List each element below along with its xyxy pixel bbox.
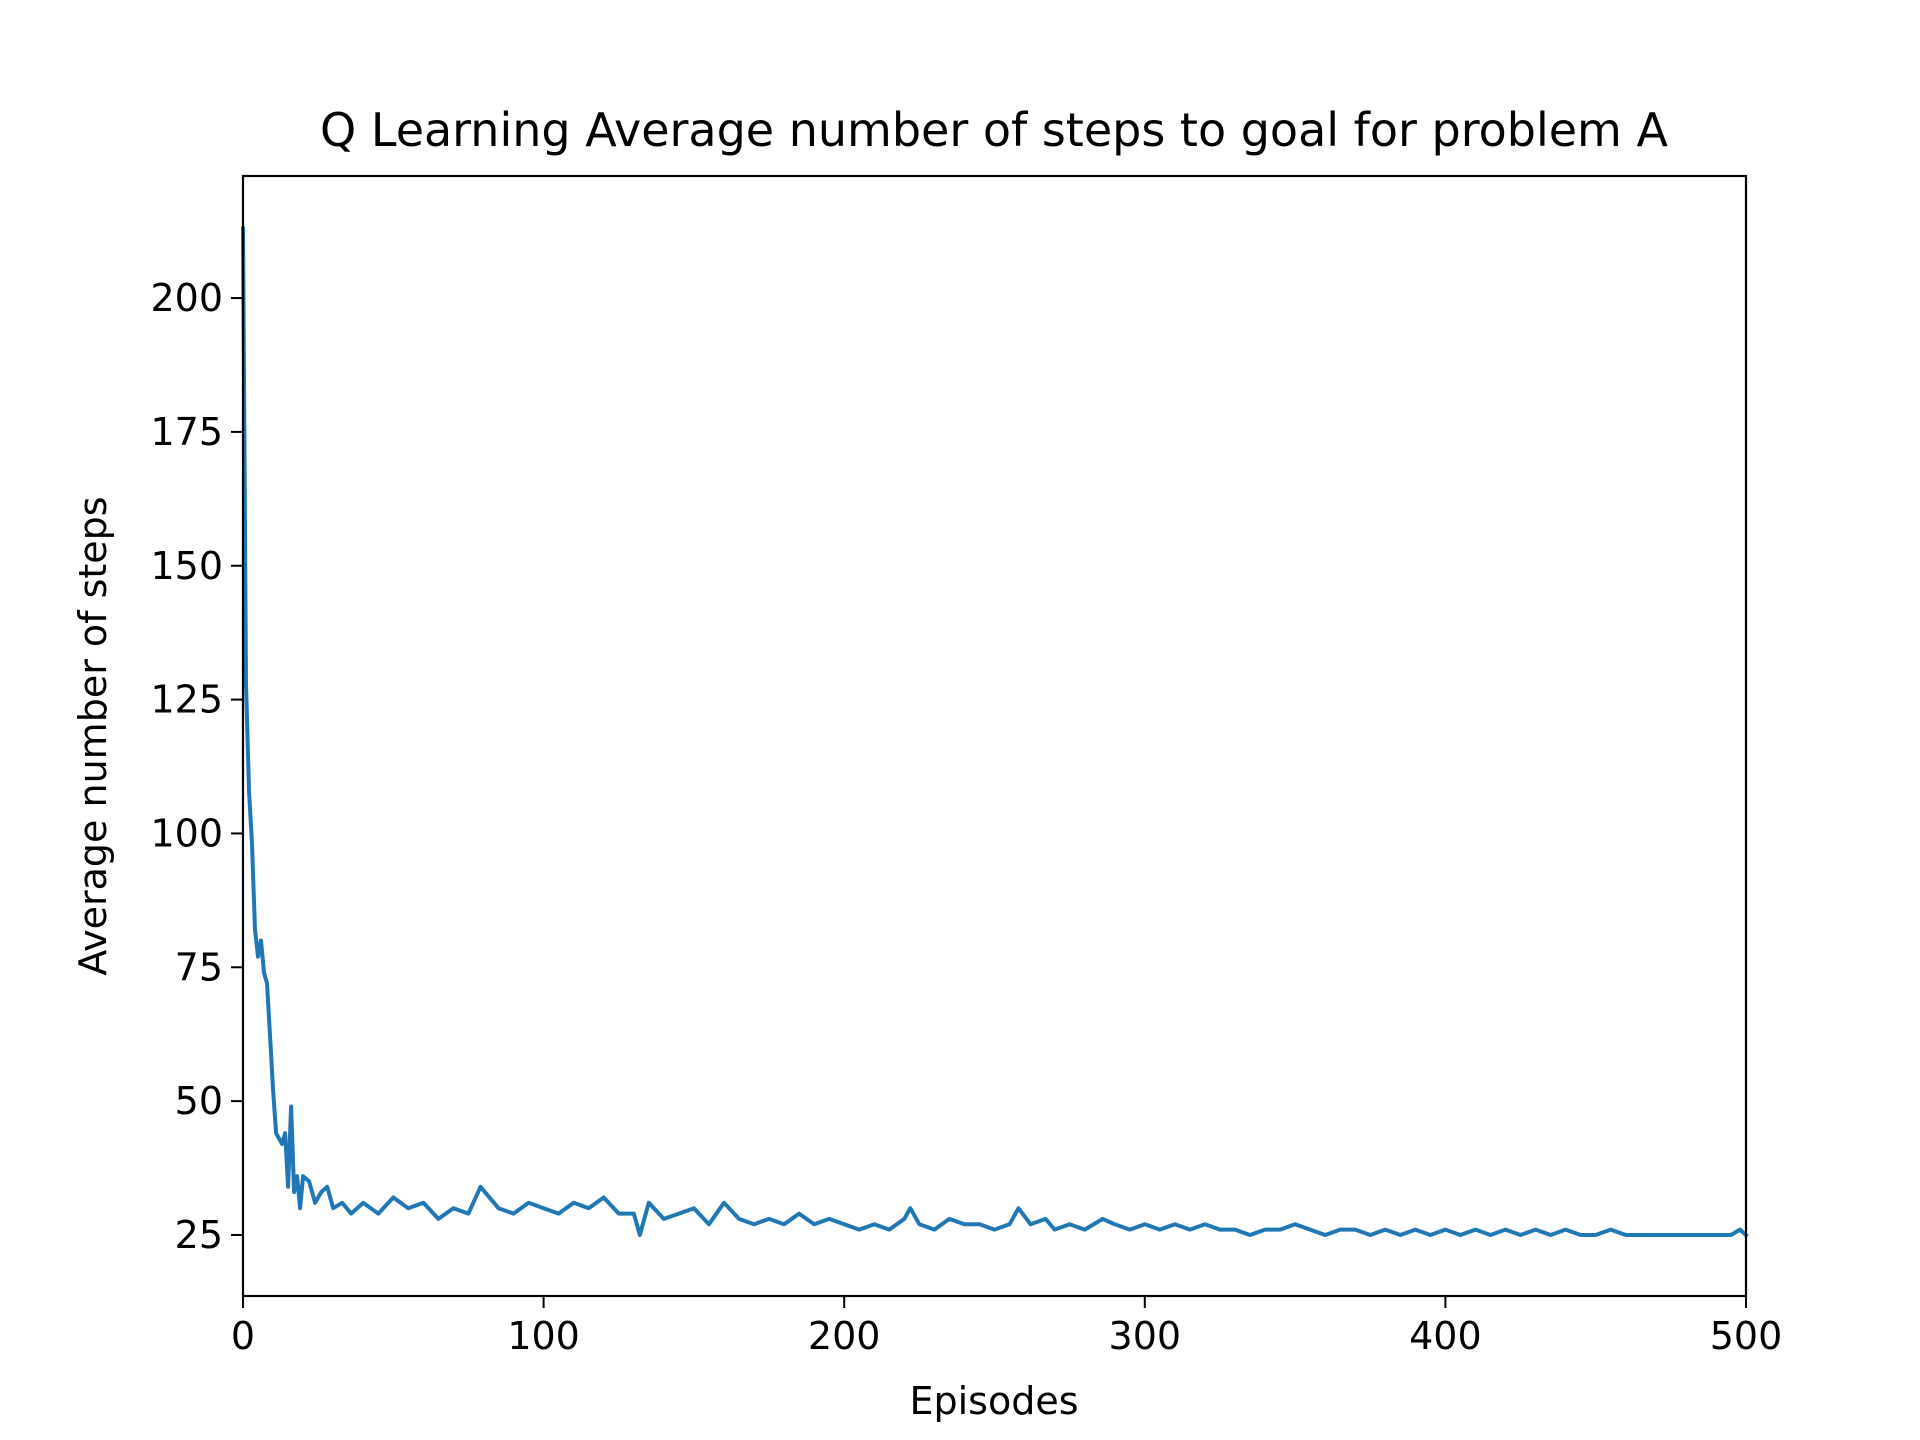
- x-tick-label: 200: [808, 1314, 881, 1358]
- plot-frame: [241, 174, 1748, 1298]
- x-tick-label: 400: [1409, 1314, 1482, 1358]
- x-tick-label: 0: [231, 1314, 255, 1358]
- x-axis-label: Episodes: [909, 1379, 1078, 1423]
- axis-ticks: 0 100 200 300 400 500 25 50 75 100 125 150 175 200: [150, 276, 1782, 1358]
- x-tick-label: 300: [1109, 1314, 1182, 1358]
- y-tick-label: 150: [150, 544, 223, 588]
- y-tick-label: 50: [175, 1079, 223, 1123]
- y-tick-label: 175: [150, 410, 223, 454]
- y-tick-label: 25: [175, 1213, 223, 1257]
- y-axis-label: Average number of steps: [71, 496, 115, 975]
- chart-title: Q Learning Average number of steps to go…: [320, 103, 1668, 157]
- plot-area: [240, 226, 1749, 1238]
- series-line: [240, 226, 1749, 1238]
- x-tick-label: 500: [1710, 1314, 1783, 1358]
- x-tick-label: 100: [507, 1314, 580, 1358]
- y-tick-label: 100: [150, 811, 223, 855]
- y-tick-label: 125: [150, 678, 223, 722]
- y-tick-label: 200: [150, 276, 223, 320]
- y-tick-label: 75: [175, 945, 223, 989]
